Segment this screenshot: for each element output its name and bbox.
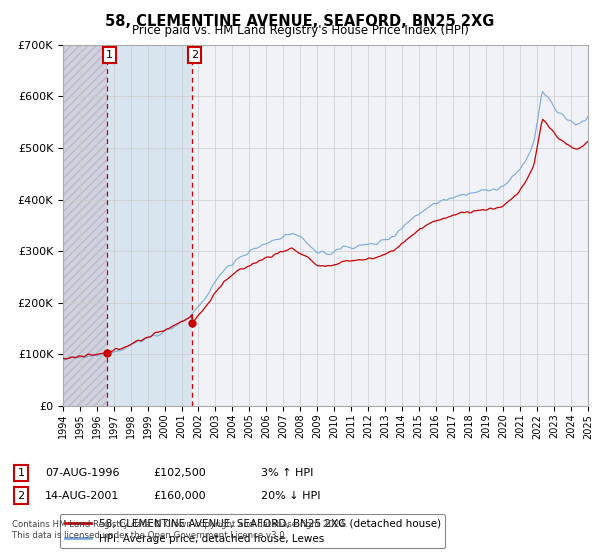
Text: 2: 2 xyxy=(17,491,25,501)
Text: £160,000: £160,000 xyxy=(153,491,206,501)
Text: This data is licensed under the Open Government Licence v3.0.: This data is licensed under the Open Gov… xyxy=(12,531,287,540)
Legend: 58, CLEMENTINE AVENUE, SEAFORD, BN25 2XG (detached house), HPI: Average price, d: 58, CLEMENTINE AVENUE, SEAFORD, BN25 2XG… xyxy=(61,514,445,548)
Text: Price paid vs. HM Land Registry's House Price Index (HPI): Price paid vs. HM Land Registry's House … xyxy=(131,24,469,37)
Text: 14-AUG-2001: 14-AUG-2001 xyxy=(45,491,119,501)
Text: £102,500: £102,500 xyxy=(153,468,206,478)
Text: 1: 1 xyxy=(17,468,25,478)
Text: 3% ↑ HPI: 3% ↑ HPI xyxy=(261,468,313,478)
Text: 20% ↓ HPI: 20% ↓ HPI xyxy=(261,491,320,501)
Text: 1: 1 xyxy=(106,50,113,60)
Text: 2: 2 xyxy=(191,50,198,60)
Bar xyxy=(107,45,192,406)
Text: 58, CLEMENTINE AVENUE, SEAFORD, BN25 2XG: 58, CLEMENTINE AVENUE, SEAFORD, BN25 2XG xyxy=(106,14,494,29)
Bar xyxy=(63,45,107,406)
Text: Contains HM Land Registry data © Crown copyright and database right 2024.: Contains HM Land Registry data © Crown c… xyxy=(12,520,347,529)
Text: 07-AUG-1996: 07-AUG-1996 xyxy=(45,468,119,478)
